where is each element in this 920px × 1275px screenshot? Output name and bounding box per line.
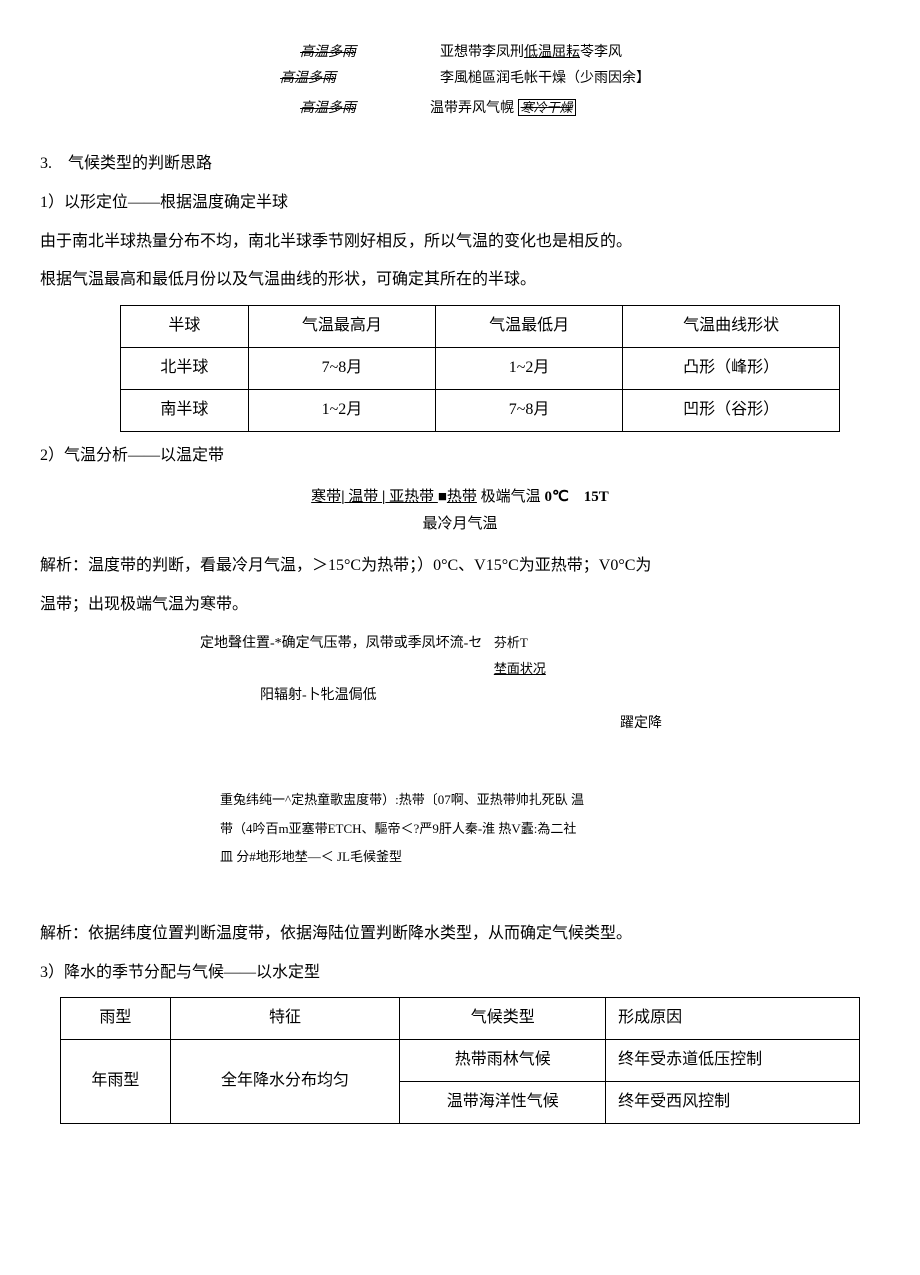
- top-climate-diagram: 高温多雨 亚想带李凤刑低温屈耘苓李风 高温多雨 李風槌區润毛帐干燥（少雨因余】 …: [240, 40, 880, 130]
- diagram-label: 高温多雨: [280, 71, 336, 86]
- table-header: 雨型: [61, 998, 171, 1040]
- table-cell: 7~8月: [436, 389, 623, 431]
- diagram-label: 高温多雨: [300, 45, 356, 60]
- table-cell: 1~2月: [436, 347, 623, 389]
- analysis-text: 温带；出现极端气温为寒带。: [40, 591, 880, 620]
- table-cell: 年雨型: [61, 1040, 171, 1124]
- diagram-text: 李風槌區润毛帐干燥（少雨因余】: [440, 66, 650, 91]
- table-cell: 终年受西风控制: [606, 1081, 860, 1123]
- diagram-label: 高温多雨: [300, 101, 356, 116]
- mid-diagram: 定地聲住置-*确定气压帯，凤带或季凤坏流-セ 芬析T 埜面状况 阳辐射-卜牝温侷…: [200, 630, 880, 738]
- analysis-text: 解析：温度带的判断，看最冷月气温，＞15°C为热带；）0°C、V15°C为亚热带…: [40, 552, 880, 581]
- table-cell: 南半球: [121, 389, 249, 431]
- table-row: 雨型 特征 气候类型 形成原因: [61, 998, 860, 1040]
- table-cell: 温带海洋性气候: [400, 1081, 606, 1123]
- table-cell: 热带雨林气候: [400, 1040, 606, 1082]
- table-row: 年雨型 全年降水分布均匀 热带雨林气候 终年受赤道低压控制: [61, 1040, 860, 1082]
- rain-type-table: 雨型 特征 气候类型 形成原因 年雨型 全年降水分布均匀 热带雨林气候 终年受赤…: [60, 997, 860, 1123]
- table-cell: 1~2月: [248, 389, 435, 431]
- garbled-block: 重兔纬纯一^定热童歌盅度带）:热带〔07啊、亚热带帅扎死臥 温 带（4吟百m亚塞…: [220, 786, 880, 872]
- table-cell: 凸形（峰形）: [623, 347, 840, 389]
- table-header: 气温最低月: [436, 306, 623, 348]
- table-cell: 全年降水分布均匀: [170, 1040, 400, 1124]
- diagram-text: 温带弄风气幌 寒冷干燥: [430, 96, 576, 121]
- table-cell: 北半球: [121, 347, 249, 389]
- subsection-3-2: 2）气温分析——以温定带: [40, 442, 880, 471]
- table-header: 半球: [121, 306, 249, 348]
- section-3-title: 3. 气候类型的判断思路: [40, 150, 880, 179]
- table-row: 半球 气温最高月 气温最低月 气温曲线形状: [121, 306, 840, 348]
- hemisphere-table: 半球 气温最高月 气温最低月 气温曲线形状 北半球 7~8月 1~2月 凸形（峰…: [120, 305, 840, 431]
- table-header: 形成原因: [606, 998, 860, 1040]
- analysis-text: 解析：依据纬度位置判断温度带，依据海陆位置判断降水类型，从而确定气候类型。: [40, 920, 880, 949]
- table-header: 特征: [170, 998, 400, 1040]
- table-cell: 终年受赤道低压控制: [606, 1040, 860, 1082]
- table-header: 气候类型: [400, 998, 606, 1040]
- body-text: 根据气温最高和最低月份以及气温曲线的形状，可确定其所在的半球。: [40, 266, 880, 295]
- subsection-3-1: 1）以形定位——根据温度确定半球: [40, 189, 880, 218]
- diagram-text: 亚想带李凤刑低温屈耘苓李风: [440, 40, 622, 65]
- table-row: 南半球 1~2月 7~8月 凹形（谷形）: [121, 389, 840, 431]
- body-text: 由于南北半球热量分布不均，南北半球季节刚好相反，所以气温的变化也是相反的。: [40, 228, 880, 257]
- table-cell: 凹形（谷形）: [623, 389, 840, 431]
- temperature-scale-diagram: 寒带| 温带 | 亚热带 ■热带 极端气温 0℃ 15T 最冷月气温: [40, 484, 880, 538]
- table-row: 北半球 7~8月 1~2月 凸形（峰形）: [121, 347, 840, 389]
- table-header: 气温曲线形状: [623, 306, 840, 348]
- table-cell: 7~8月: [248, 347, 435, 389]
- table-header: 气温最高月: [248, 306, 435, 348]
- subsection-3-3: 3）降水的季节分配与气候——以水定型: [40, 959, 880, 988]
